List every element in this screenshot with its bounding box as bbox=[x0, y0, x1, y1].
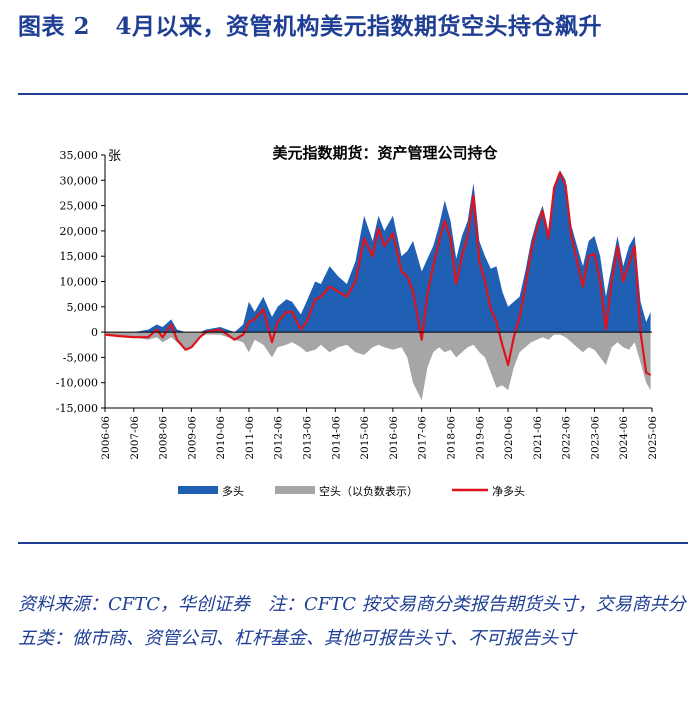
top-rule bbox=[18, 93, 688, 95]
y-tick-label: 30,000 bbox=[60, 174, 99, 187]
long-position-area bbox=[105, 170, 651, 333]
legend-short-label: 空头（以负数表示） bbox=[319, 484, 418, 498]
x-tick-label: 2018-06 bbox=[445, 416, 457, 460]
net-long-line bbox=[104, 171, 652, 377]
x-tick-label: 2021-06 bbox=[532, 416, 544, 460]
legend-long-swatch bbox=[178, 486, 218, 494]
short-position-area bbox=[105, 332, 651, 401]
y-tick-label: 0 bbox=[91, 326, 98, 339]
figure-label: 图表 2 bbox=[18, 13, 91, 40]
legend-net-long-label: 净多头 bbox=[492, 484, 525, 498]
y-tick-label: -10,000 bbox=[56, 377, 98, 390]
x-tick-label: 2016-06 bbox=[388, 416, 400, 460]
x-tick-label: 2017-06 bbox=[417, 416, 429, 460]
x-tick-label: 2009-06 bbox=[186, 416, 198, 460]
y-tick-label: -5,000 bbox=[63, 351, 98, 364]
y-tick-label: 25,000 bbox=[60, 200, 99, 213]
x-tick-label: 2010-06 bbox=[215, 416, 227, 460]
y-tick-label: 5,000 bbox=[67, 301, 99, 314]
x-tick-label: 2023-06 bbox=[589, 416, 601, 460]
y-axis-unit-label: 张 bbox=[108, 149, 121, 164]
y-tick-label: 10,000 bbox=[60, 276, 99, 289]
source-note: 资料来源：CFTC，华创证券 注：CFTC 按交易商分类报告期货头寸，交易商共分… bbox=[18, 594, 686, 649]
legend-short-swatch bbox=[275, 486, 315, 494]
figure-title-text: 4月以来，资管机构美元指数期货空头持仓飙升 bbox=[115, 13, 603, 40]
x-tick-label: 2025-06 bbox=[647, 416, 659, 460]
y-tick-label: -15,000 bbox=[56, 402, 98, 415]
x-tick-label: 2015-06 bbox=[359, 416, 371, 460]
x-tick-label: 2007-06 bbox=[129, 416, 141, 460]
x-tick-label: 2006-06 bbox=[100, 416, 112, 460]
y-tick-label: 35,000 bbox=[60, 149, 99, 162]
x-tick-label: 2011-06 bbox=[244, 416, 256, 460]
chart-container: 美元指数期货：资产管理公司持仓 张 35,000 30,000 25,000 20,0… bbox=[0, 100, 700, 540]
legend-long-label: 多头 bbox=[222, 484, 244, 498]
figure-header: 图表 2 4月以来，资管机构美元指数期货空头持仓飙升 bbox=[18, 10, 688, 44]
x-tick-label: 2012-06 bbox=[273, 416, 285, 460]
x-tick-label: 2022-06 bbox=[561, 416, 573, 460]
plot-area: 35,000 30,000 25,000 20,000 15,000 10,000 5,00… bbox=[56, 149, 659, 460]
legend: 多头 空头（以负数表示） 净多头 bbox=[178, 484, 525, 498]
chart-svg: 美元指数期货：资产管理公司持仓 张 35,000 30,000 25,000 20,0… bbox=[56, 144, 659, 498]
x-tick-label: 2020-06 bbox=[503, 416, 515, 460]
x-tick-label: 2013-06 bbox=[302, 416, 314, 460]
y-tick-label: 15,000 bbox=[60, 250, 99, 263]
x-tick-label: 2024-06 bbox=[618, 416, 630, 460]
y-tick-label: 20,000 bbox=[60, 225, 99, 238]
chart-title: 美元指数期货：资产管理公司持仓 bbox=[272, 144, 498, 162]
x-tick-label: 2019-06 bbox=[474, 416, 486, 460]
bottom-rule bbox=[18, 542, 688, 544]
x-tick-label: 2008-06 bbox=[158, 416, 170, 460]
figure-title: 图表 2 4月以来，资管机构美元指数期货空头持仓飙升 bbox=[18, 10, 688, 44]
x-tick-label: 2014-06 bbox=[330, 416, 342, 460]
